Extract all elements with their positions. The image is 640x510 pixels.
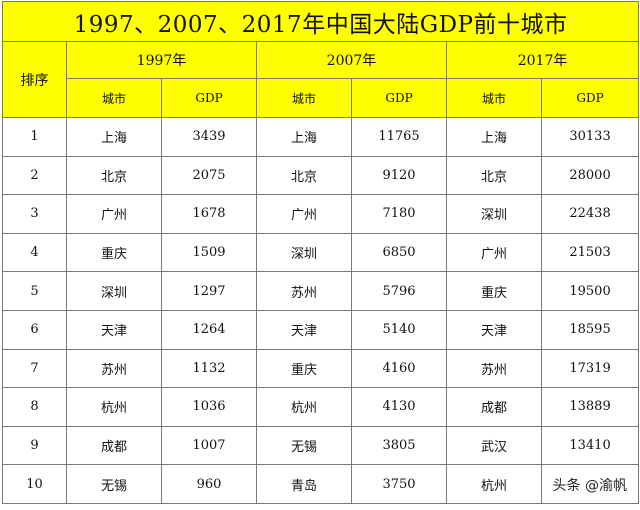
gdp-cell: 3805 xyxy=(351,425,447,466)
gdp-cell: 4160 xyxy=(351,348,447,389)
city-cell: 武汉 xyxy=(446,425,542,466)
city-cell: 成都 xyxy=(66,425,162,466)
gdp-cell: 13889 xyxy=(540,387,640,427)
city-cell: 北京 xyxy=(446,155,542,196)
gdp-cell: 21503 xyxy=(540,232,640,273)
gdp-cell: 9120 xyxy=(351,155,447,196)
rank-cell: 9 xyxy=(2,425,67,466)
gdp-cell: 19500 xyxy=(540,271,640,311)
city-cell: 苏州 xyxy=(446,348,542,389)
city-cell: 广州 xyxy=(256,194,352,234)
city-cell: 无锡 xyxy=(66,464,162,504)
gdp-cell: 18595 xyxy=(540,309,640,350)
city-cell: 重庆 xyxy=(446,271,542,311)
table-row: 2 北京 2075 北京 9120 北京 28000 xyxy=(2,155,640,196)
city-cell: 杭州 xyxy=(256,387,352,427)
gdp-cell: 22438 xyxy=(540,194,640,234)
rank-cell: 8 xyxy=(2,387,67,427)
city-cell: 上海 xyxy=(446,117,542,157)
gdp-cell: 5796 xyxy=(351,271,447,311)
table-row: 6 天津 1264 天津 5140 天津 18595 xyxy=(2,309,640,350)
table-row: 7 苏州 1132 重庆 4160 苏州 17319 xyxy=(2,348,640,389)
city-cell: 深圳 xyxy=(256,232,352,273)
table-row: 1 上海 3439 上海 11765 上海 30133 xyxy=(2,117,640,157)
city-cell: 苏州 xyxy=(66,348,162,389)
city-cell: 北京 xyxy=(256,155,352,196)
year-header-2017: 2017年 xyxy=(445,41,640,79)
city-cell: 重庆 xyxy=(256,348,352,389)
rank-cell: 3 xyxy=(2,194,67,234)
city-cell: 天津 xyxy=(446,309,542,350)
table-row: 8 杭州 1036 杭州 4130 成都 13889 xyxy=(2,387,640,427)
gdp-cell: 2075 xyxy=(161,155,257,196)
city-cell: 苏州 xyxy=(256,271,352,311)
gdp-cell: 1036 xyxy=(161,387,257,427)
table-title: 1997、2007、2017年中国大陆GDP前十城市 xyxy=(1,1,640,42)
city-cell: 北京 xyxy=(66,155,162,196)
city-cell: 重庆 xyxy=(66,232,162,273)
city-cell: 杭州 xyxy=(446,464,542,504)
table-body: 1 上海 3439 上海 11765 上海 30133 2 北京 2075 北京 9120 北京 2800… xyxy=(2,117,640,504)
gdp-cell: 3750 xyxy=(351,464,447,504)
gdp-cell: 1007 xyxy=(161,425,257,466)
city-column-header: 城市 xyxy=(256,78,352,118)
gdp-cell: 1678 xyxy=(161,194,257,234)
city-column-header: 城市 xyxy=(66,78,162,118)
rank-cell: 1 xyxy=(2,117,67,157)
rank-cell: 2 xyxy=(2,155,67,196)
gdp-column-header: GDP xyxy=(351,78,447,118)
city-cell: 深圳 xyxy=(446,194,542,234)
gdp-cell: 1264 xyxy=(161,309,257,350)
city-column-header: 城市 xyxy=(446,78,542,118)
gdp-cell: 3439 xyxy=(161,117,257,157)
table-row: 4 重庆 1509 深圳 6850 广州 21503 xyxy=(2,232,640,273)
city-cell: 成都 xyxy=(446,387,542,427)
gdp-cell: 17319 xyxy=(540,348,640,389)
rank-cell: 7 xyxy=(2,348,67,389)
rank-cell: 10 xyxy=(2,464,67,504)
city-cell: 青岛 xyxy=(256,464,352,504)
gdp-cell: 11765 xyxy=(351,117,447,157)
gdp-cell: 28000 xyxy=(540,155,640,196)
year-header-2007: 2007年 xyxy=(256,41,447,79)
table-row: 10 无锡 960 青岛 3750 杭州 xyxy=(2,464,640,504)
gdp-cell: 960 xyxy=(161,464,257,504)
rank-cell: 6 xyxy=(2,309,67,350)
gdp-cell: 1297 xyxy=(161,271,257,311)
table-row: 9 成都 1007 无锡 3805 武汉 13410 xyxy=(2,425,640,466)
gdp-cell: 1132 xyxy=(161,348,257,389)
gdp-cell: 4130 xyxy=(351,387,447,427)
table-row: 5 深圳 1297 苏州 5796 重庆 19500 xyxy=(2,271,640,311)
gdp-cell: 1509 xyxy=(161,232,257,273)
gdp-column-header: GDP xyxy=(161,78,257,118)
gdp-cell: 30133 xyxy=(540,117,640,157)
city-cell: 无锡 xyxy=(256,425,352,466)
city-cell: 天津 xyxy=(256,309,352,350)
rank-cell: 5 xyxy=(2,271,67,311)
rank-cell: 4 xyxy=(2,232,67,273)
city-cell: 天津 xyxy=(66,309,162,350)
table-row: 3 广州 1678 广州 7180 深圳 22438 xyxy=(2,194,640,234)
gdp-cell: 6850 xyxy=(351,232,447,273)
year-header-1997: 1997年 xyxy=(66,41,257,79)
city-cell: 广州 xyxy=(446,232,542,273)
city-cell: 广州 xyxy=(66,194,162,234)
gdp-cell: 5140 xyxy=(351,309,447,350)
rank-header: 排序 xyxy=(2,41,67,118)
city-cell: 上海 xyxy=(256,117,352,157)
watermark: 头条 @渝帆 xyxy=(549,474,630,496)
city-cell: 上海 xyxy=(66,117,162,157)
city-cell: 杭州 xyxy=(66,387,162,427)
gdp-column-header: GDP xyxy=(540,78,640,118)
gdp-cell: 7180 xyxy=(351,194,447,234)
gdp-cell: 13410 xyxy=(540,425,640,466)
city-cell: 深圳 xyxy=(66,271,162,311)
